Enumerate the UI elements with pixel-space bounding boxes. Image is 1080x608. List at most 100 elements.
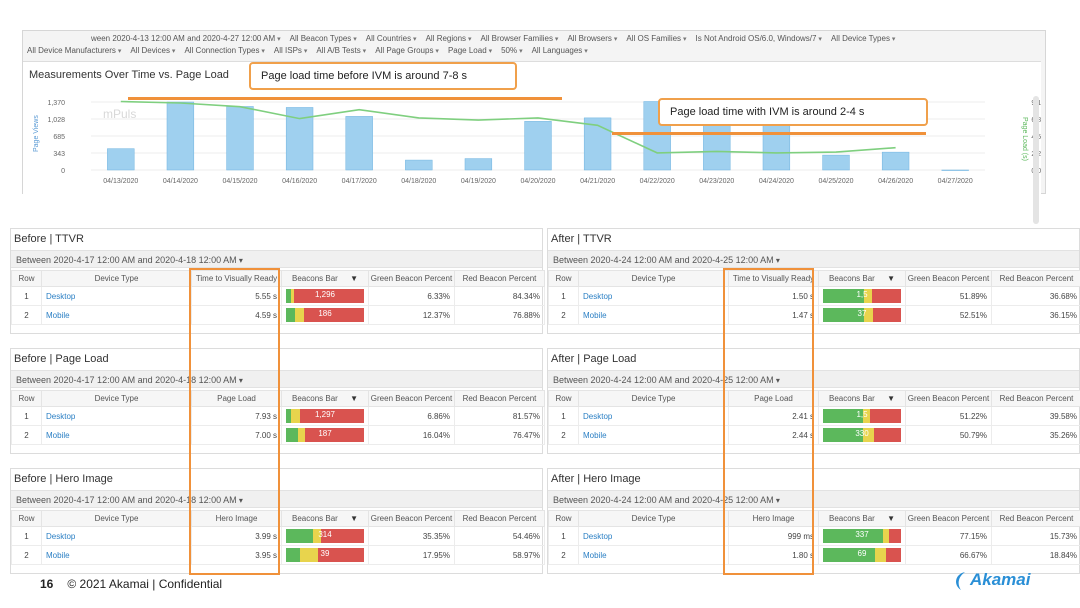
bar-red-segment (872, 289, 901, 303)
device-type-link[interactable]: Mobile (578, 425, 729, 445)
col-header-beacons[interactable]: Beacons Bar ▼ (281, 390, 369, 407)
sort-desc-icon[interactable]: ▼ (887, 514, 895, 523)
callout-before-line (128, 97, 562, 100)
col-header-device[interactable]: Device Type (578, 390, 729, 407)
report-panel: Before | Page Load Between 2020-4-17 12:0… (10, 348, 545, 454)
col-header-device[interactable]: Device Type (41, 510, 192, 527)
col-header-metric[interactable]: Page Load (728, 390, 819, 407)
filter-dropdown[interactable]: All Devices (130, 46, 175, 55)
device-type-link[interactable]: Desktop (41, 286, 192, 306)
scrollbar[interactable] (1033, 96, 1039, 224)
sort-desc-icon[interactable]: ▼ (887, 394, 895, 403)
col-header-green[interactable]: Green Beacon Percent (905, 390, 992, 407)
col-header-red[interactable]: Red Beacon Percent (454, 270, 545, 287)
col-header-row[interactable]: Row (548, 390, 579, 407)
sort-desc-icon[interactable]: ▼ (350, 274, 358, 283)
sort-desc-icon[interactable]: ▼ (350, 394, 358, 403)
beacons-count: 1,296 (314, 290, 336, 299)
device-type-link[interactable]: Mobile (578, 545, 729, 565)
device-type-link[interactable]: Desktop (578, 406, 729, 426)
col-header-red[interactable]: Red Beacon Percent (454, 510, 545, 527)
col-header-green[interactable]: Green Beacon Percent (905, 510, 992, 527)
col-header-row[interactable]: Row (548, 270, 579, 287)
device-type-link[interactable]: Mobile (41, 425, 192, 445)
filter-dropdown[interactable]: All Device Manufacturers (27, 46, 121, 55)
x-tick-label: 04/13/2020 (103, 178, 138, 185)
device-type-link[interactable]: Desktop (578, 286, 729, 306)
filter-dropdown[interactable]: All Countries (366, 34, 417, 43)
row-number: 2 (11, 545, 42, 565)
col-header-beacons[interactable]: Beacons Bar ▼ (818, 390, 906, 407)
col-header-beacons[interactable]: Beacons Bar ▼ (818, 270, 906, 287)
col-header-device[interactable]: Device Type (41, 390, 192, 407)
col-header-row[interactable]: Row (11, 390, 42, 407)
red-percent: 36.15% (991, 305, 1080, 325)
col-header-red[interactable]: Red Beacon Percent (991, 390, 1080, 407)
table-header-row: Row Device Type Page Load Beacons Bar ▼ Gree… (11, 390, 545, 407)
bar-green-segment (823, 409, 863, 423)
device-type-link[interactable]: Desktop (578, 526, 729, 546)
report-table: Row Device Type Hero Image Beacons Bar ▼ Gre… (11, 510, 545, 565)
device-type-link[interactable]: Desktop (41, 406, 192, 426)
sort-desc-icon[interactable]: ▼ (350, 514, 358, 523)
col-header-beacons[interactable]: Beacons Bar ▼ (818, 510, 906, 527)
col-header-green[interactable]: Green Beacon Percent (368, 270, 455, 287)
date-range-dropdown[interactable]: Between 2020-4-24 12:00 AM and 2020-4-25… (548, 250, 1079, 268)
device-type-link[interactable]: Mobile (41, 545, 192, 565)
filter-dropdown[interactable]: Is Not Android OS/6.0, Windows/7 (696, 34, 822, 43)
filter-dropdown[interactable]: All Page Groups (375, 46, 439, 55)
col-header-green[interactable]: Green Beacon Percent (368, 390, 455, 407)
col-header-row[interactable]: Row (11, 510, 42, 527)
device-type-link[interactable]: Mobile (41, 305, 192, 325)
akamai-logo-icon (956, 572, 965, 590)
beacons-count: 187 (318, 429, 332, 438)
date-range-dropdown[interactable]: Between 2020-4-17 12:00 AM and 2020-4-18… (11, 370, 542, 388)
filter-dropdown[interactable]: All ISPs (274, 46, 307, 55)
col-header-red[interactable]: Red Beacon Percent (454, 390, 545, 407)
filter-dropdown[interactable]: All Device Types (831, 34, 895, 43)
filter-dropdown[interactable]: 50% (501, 46, 522, 55)
x-tick-label: 04/20/2020 (520, 178, 555, 185)
filter-dropdown[interactable]: All Browsers (567, 34, 617, 43)
beacons-bar: 1,5 (823, 409, 901, 423)
device-type-link[interactable]: Mobile (578, 305, 729, 325)
filter-dropdown[interactable]: All OS Families (626, 34, 686, 43)
beacons-header-label: Beacons Bar (829, 514, 875, 523)
sort-desc-icon[interactable]: ▼ (887, 274, 895, 283)
device-type-link[interactable]: Desktop (41, 526, 192, 546)
beacons-bar-cell: 337 (818, 526, 906, 546)
col-header-device[interactable]: Device Type (578, 510, 729, 527)
metric-value: 7.00 s (191, 425, 282, 445)
green-percent: 6.86% (368, 406, 455, 426)
col-header-green[interactable]: Green Beacon Percent (905, 270, 992, 287)
col-header-device[interactable]: Device Type (578, 270, 729, 287)
panel-title: Before | TTVR (14, 233, 84, 245)
col-header-beacons[interactable]: Beacons Bar ▼ (281, 270, 369, 287)
filter-dropdown[interactable]: All A/B Tests (316, 46, 366, 55)
report-panel: Before | Hero Image Between 2020-4-17 12:… (10, 468, 545, 574)
col-header-device[interactable]: Device Type (41, 270, 192, 287)
date-range-dropdown[interactable]: Between 2020-4-17 12:00 AM and 2020-4-18… (11, 250, 542, 268)
green-percent: 77.15% (905, 526, 992, 546)
filter-dropdown[interactable]: All Languages (532, 46, 588, 55)
filter-dropdown[interactable]: All Beacon Types (290, 34, 357, 43)
red-percent: 35.26% (991, 425, 1080, 445)
panel-title: After | Page Load (551, 353, 637, 365)
filter-dropdown[interactable]: ween 2020-4-13 12:00 AM and 2020-4-27 12… (91, 34, 281, 43)
col-header-red[interactable]: Red Beacon Percent (991, 510, 1080, 527)
filter-dropdown[interactable]: Page Load (448, 46, 492, 55)
col-header-row[interactable]: Row (11, 270, 42, 287)
panel-title: After | TTVR (551, 233, 612, 245)
date-range-dropdown[interactable]: Between 2020-4-17 12:00 AM and 2020-4-18… (11, 490, 542, 508)
col-header-row[interactable]: Row (548, 510, 579, 527)
filter-dropdown[interactable]: All Regions (426, 34, 472, 43)
bar-red-segment (304, 428, 364, 442)
col-header-beacons[interactable]: Beacons Bar ▼ (281, 510, 369, 527)
table-header-row: Row Device Type Page Load Beacons Bar ▼ Gree… (548, 390, 1080, 407)
filter-dropdown[interactable]: All Browser Families (481, 34, 559, 43)
col-header-red[interactable]: Red Beacon Percent (991, 270, 1080, 287)
red-percent: 84.34% (454, 286, 545, 306)
beacons-count: 337 (855, 530, 869, 539)
filter-dropdown[interactable]: All Connection Types (184, 46, 264, 55)
col-header-green[interactable]: Green Beacon Percent (368, 510, 455, 527)
